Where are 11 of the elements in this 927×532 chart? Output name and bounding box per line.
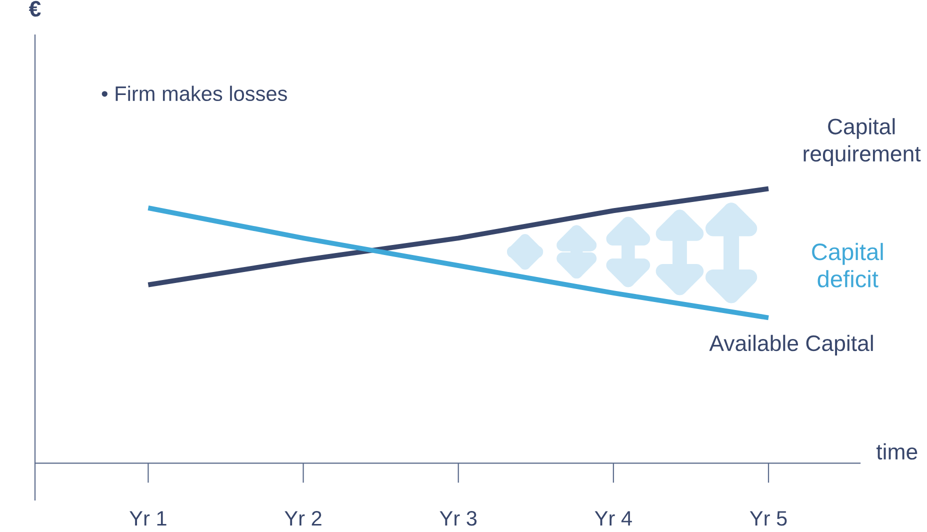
x-tick-label: Yr 1 xyxy=(130,511,166,526)
annotation: Capital deficit xyxy=(812,242,883,288)
x-axis-title: time xyxy=(876,443,918,460)
text: • Firm makes losses xyxy=(102,86,287,102)
text: € xyxy=(28,0,41,17)
x-tick-label: Yr 3 xyxy=(440,510,477,526)
series-label: Available Capital xyxy=(709,334,873,356)
series-label: Capital requirement xyxy=(804,118,921,166)
x-tick-label: Yr 5 xyxy=(750,511,787,526)
x-tick-label: Yr 4 xyxy=(594,511,632,526)
x-tick-label: Yr 2 xyxy=(284,510,322,526)
